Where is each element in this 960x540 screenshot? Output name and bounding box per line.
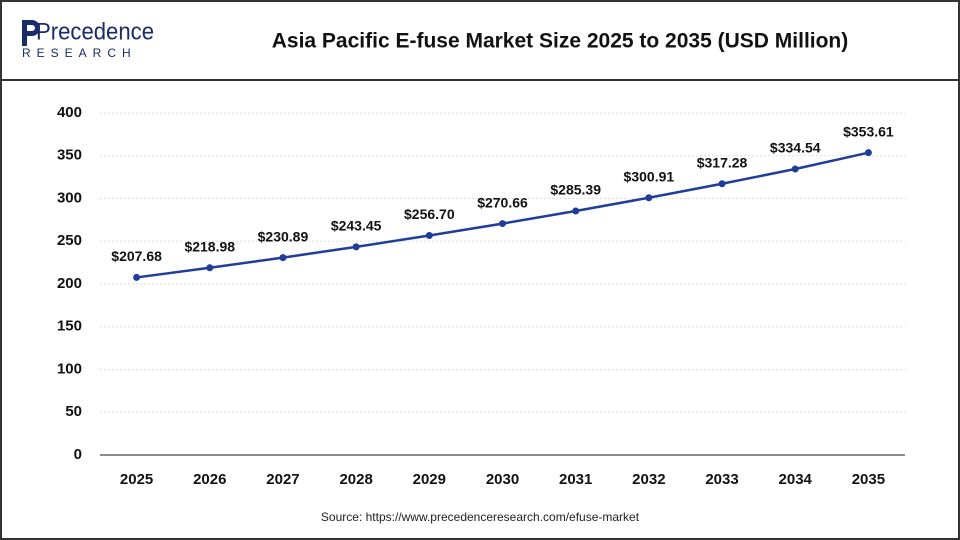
y-tick-label: 250: [57, 232, 82, 249]
y-tick-label: 50: [65, 403, 82, 420]
chart-title: Asia Pacific E-fuse Market Size 2025 to …: [272, 30, 849, 53]
x-tick-label: 2035: [852, 471, 885, 488]
x-tick-label: 2029: [413, 471, 446, 488]
y-tick-label: 400: [57, 104, 82, 121]
x-tick-label: 2025: [120, 471, 153, 488]
point: [718, 180, 726, 188]
y-tick-label: 200: [57, 275, 82, 292]
logo: Precedence RESEARCH: [22, 18, 154, 60]
x-tick-label: 2026: [193, 471, 226, 488]
source: Source: https://www.precedenceresearch.c…: [321, 510, 640, 524]
value-label: $230.89: [258, 228, 309, 244]
logo-name: Precedence: [36, 18, 154, 45]
point: [352, 243, 360, 251]
logo-mark: [22, 20, 40, 46]
point: [425, 232, 433, 240]
x-tick-label: 2032: [632, 471, 665, 488]
point: [206, 264, 214, 272]
point: [133, 273, 141, 281]
y-tick-label: 100: [57, 360, 82, 377]
point: [279, 254, 287, 262]
x-tick-label: 2028: [339, 471, 372, 488]
y-tick-label: 350: [57, 147, 82, 164]
y-tick-label: 150: [57, 318, 82, 335]
value-label: $317.28: [697, 154, 748, 170]
x-tick-label: 2033: [705, 471, 738, 488]
value-label: $270.66: [477, 194, 528, 210]
point: [645, 194, 653, 202]
value-label: $285.39: [550, 182, 601, 198]
point: [572, 207, 580, 215]
x-tick-label: 2027: [266, 471, 299, 488]
point: [499, 220, 506, 228]
x-tick-label: 2034: [779, 471, 813, 488]
value-label: $334.54: [770, 140, 821, 156]
value-label: $218.98: [184, 238, 235, 254]
value-label: $256.70: [404, 206, 455, 222]
x-tick-label: 2030: [486, 471, 519, 488]
value-label: $243.45: [331, 218, 382, 234]
point: [791, 165, 799, 173]
point: [864, 149, 872, 157]
value-label: $300.91: [624, 168, 675, 184]
y-tick-label: 300: [57, 189, 82, 206]
value-label: $207.68: [111, 248, 162, 264]
x-tick-label: 2031: [559, 471, 592, 488]
value-label: $353.61: [843, 123, 894, 139]
y-tick-label: 0: [74, 446, 82, 463]
logo-tagline: RESEARCH: [22, 46, 137, 60]
